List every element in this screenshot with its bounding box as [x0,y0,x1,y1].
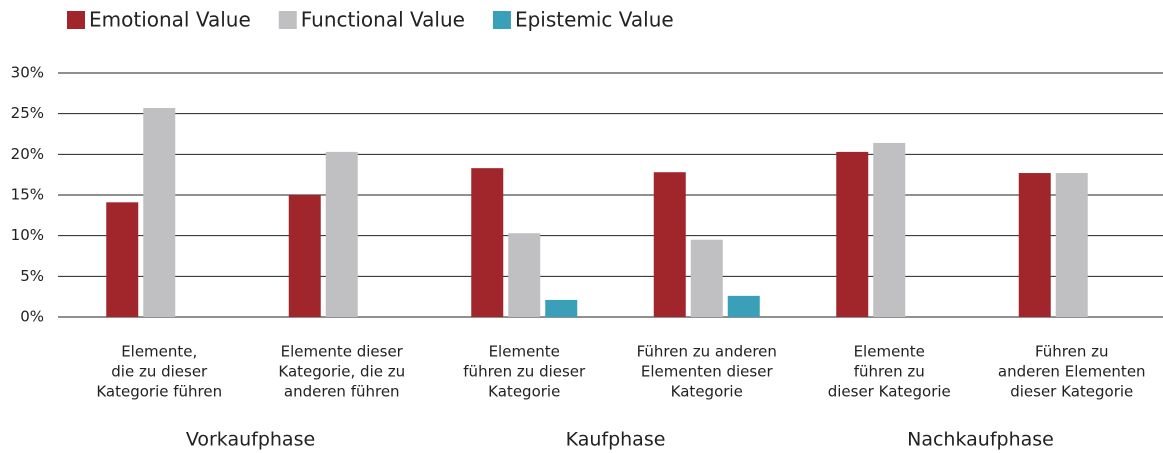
x-tick-label: die zu dieser [111,363,208,381]
bar [690,239,723,317]
group-label: Nachkaufphase [907,429,1054,451]
x-tick-label: Kategorie führen [96,383,222,401]
y-tick-label: 20% [11,145,44,163]
legend-swatch [278,11,297,29]
x-tick-label: Elemente, [121,343,197,361]
bar [545,299,578,317]
y-tick-label: 10% [11,226,44,244]
legend-label: Emotional Value [89,8,251,32]
bar [727,295,760,317]
x-tick-label: anderen Elementen [998,363,1146,381]
x-tick-label: Elemente [854,343,925,361]
bar [325,151,358,317]
x-tick-label: Führen zu [1035,343,1109,361]
legend-swatch [492,11,511,29]
y-tick-label: 25% [11,104,44,122]
x-tick-label: Elementen dieser [641,363,774,381]
x-tick-label: führen zu dieser [463,363,586,381]
legend-swatch [67,11,85,29]
x-tick-label: führen zu [854,363,925,381]
bar [106,202,139,317]
bar [508,233,541,317]
x-tick-label: Elemente dieser [281,343,404,361]
bar [873,142,906,317]
x-tick-label: Kategorie [671,383,743,401]
y-tick-label: 15% [11,186,44,204]
bar [836,151,869,317]
y-tick-label: 0% [20,308,44,326]
bar [143,107,176,318]
x-tick-label: anderen führen [284,383,400,401]
x-tick-label: Elemente [489,343,560,361]
legend-label: Functional Value [301,8,465,32]
x-tick-label: dieser Kategorie [1010,383,1133,401]
bar [1055,173,1088,317]
bar [653,172,686,317]
group-label: Vorkaufphase [186,429,315,451]
y-tick-label: 30% [11,64,44,82]
bar [288,195,321,317]
bar [471,168,504,317]
x-tick-label: Kategorie [488,383,560,401]
x-tick-label: Kategorie, die zu [278,363,405,381]
group-label: Kaufphase [566,429,666,451]
legend-label: Epistemic Value [515,8,674,32]
y-tick-label: 5% [20,267,44,285]
x-tick-label: Führen zu anderen [637,343,777,361]
x-tick-label: dieser Kategorie [828,383,951,401]
bar [1018,173,1051,317]
